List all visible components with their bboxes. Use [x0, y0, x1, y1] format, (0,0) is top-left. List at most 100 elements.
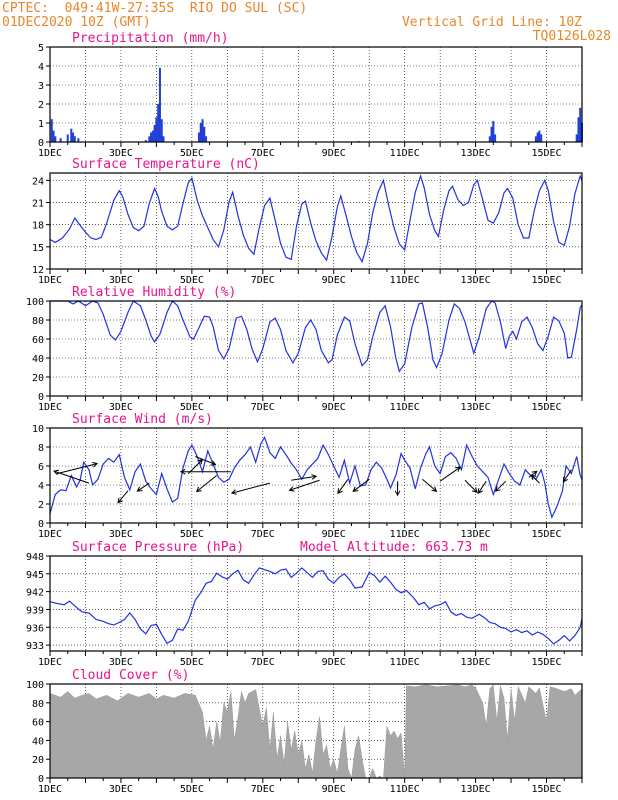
precip-bar — [534, 136, 537, 142]
cloud-area — [49, 684, 583, 779]
y-tick-label: 1 — [38, 119, 44, 130]
x-tick-label: 15DEC — [531, 275, 561, 286]
precip-bar — [54, 136, 57, 142]
run-datetime: 01DEC2020 10Z (GMT) — [2, 15, 151, 30]
y-tick-label: 2 — [38, 100, 44, 111]
precip-bar — [155, 117, 158, 142]
x-tick-label: 15DEC — [531, 148, 561, 159]
x-tick-label: 7DEC — [251, 148, 275, 159]
precip-bar — [59, 138, 62, 142]
model-code: TQ0126L028 — [532, 29, 611, 44]
x-tick-label: 1DEC — [38, 657, 62, 668]
y-tick-label: 20 — [32, 755, 44, 766]
y-tick-label: 12 — [32, 265, 44, 276]
x-tick-label: 7DEC — [251, 275, 275, 286]
y-tick-label: 60 — [32, 718, 44, 729]
precip-bar — [66, 134, 69, 142]
y-tick-label: 100 — [26, 680, 44, 691]
y-tick-label: 945 — [26, 570, 44, 581]
precip-bar — [160, 119, 163, 142]
wind-arrow-head — [394, 490, 401, 497]
precip-bar — [50, 119, 53, 142]
series-line — [49, 436, 583, 520]
precip-bar — [536, 132, 539, 142]
precip-bar — [151, 130, 154, 142]
panel-title: Cloud Cover (%) — [72, 668, 189, 683]
panel-5 — [46, 683, 583, 783]
x-tick-label: 15DEC — [531, 657, 561, 668]
x-tick-label: 13DEC — [461, 402, 491, 413]
wind-arrow — [137, 482, 150, 492]
wind-arrow-head — [562, 476, 569, 483]
wind-arrow — [495, 480, 507, 492]
x-tick-label: 7DEC — [251, 529, 275, 540]
wind-arrow — [531, 474, 540, 484]
wind-arrow — [439, 466, 461, 482]
precip-bar — [157, 104, 160, 142]
wind-arrow-head — [288, 486, 295, 492]
panel-1 — [46, 172, 583, 274]
grid-note: Vertical Grid Line: 10Z — [401, 15, 582, 30]
precip-bar — [148, 136, 151, 142]
precip-bar — [492, 121, 495, 142]
precip-bar — [197, 132, 200, 142]
y-tick-label: 948 — [26, 552, 44, 563]
precip-bar — [205, 136, 208, 142]
precip-bar — [162, 136, 165, 142]
x-tick-label: 1DEC — [38, 402, 62, 413]
precip-bar — [575, 134, 578, 142]
x-tick-label: 13DEC — [461, 657, 491, 668]
x-tick-label: 9DEC — [322, 784, 346, 795]
x-tick-label: 5DEC — [180, 148, 204, 159]
wind-arrow-head — [311, 474, 318, 480]
panel-title: Surface Temperature (nC) — [72, 157, 260, 172]
wind-arrow — [464, 479, 478, 493]
x-tick-label: 1DEC — [38, 784, 62, 795]
y-tick-label: 18 — [32, 221, 44, 232]
x-tick-label: 9DEC — [322, 275, 346, 286]
panel-4 — [46, 555, 583, 656]
x-tick-label: 15DEC — [531, 529, 561, 540]
y-tick-label: 20 — [32, 373, 44, 384]
y-tick-label: 8 — [38, 443, 44, 454]
y-tick-label: 24 — [32, 176, 44, 187]
x-tick-label: 7DEC — [251, 657, 275, 668]
y-tick-label: 933 — [26, 641, 44, 652]
x-tick-label: 3DEC — [109, 148, 133, 159]
wind-arrow — [337, 479, 349, 494]
x-tick-label: 13DEC — [461, 784, 491, 795]
station-title: CPTEC: 049:41W-27:35S RIO DO SUL (SC) — [2, 1, 308, 16]
x-tick-label: 3DEC — [109, 275, 133, 286]
y-tick-label: 2 — [38, 500, 44, 511]
wind-arrow — [422, 478, 437, 492]
precip-bar — [52, 130, 55, 142]
panel-frame — [49, 46, 583, 143]
wind-arrow-head — [455, 466, 461, 472]
x-tick-label: 5DEC — [180, 275, 204, 286]
y-tick-label: 80 — [32, 699, 44, 710]
wind-arrow-head — [477, 488, 483, 495]
precip-bar — [70, 128, 73, 142]
x-tick-label: 3DEC — [109, 529, 133, 540]
precip-bar — [73, 136, 76, 142]
precip-bar — [577, 117, 580, 142]
y-tick-label: 0 — [38, 138, 44, 149]
wind-arrow — [477, 480, 487, 494]
wind-arrow — [289, 479, 320, 491]
x-tick-label: 15DEC — [531, 402, 561, 413]
precip-bar — [494, 134, 497, 142]
y-tick-label: 60 — [32, 335, 44, 346]
x-tick-label: 5DEC — [180, 529, 204, 540]
x-tick-label: 11DEC — [390, 657, 420, 668]
wind-arrow — [352, 478, 370, 492]
x-tick-label: 9DEC — [322, 148, 346, 159]
wind-arrow-head — [92, 461, 99, 468]
series-line — [50, 300, 583, 373]
y-tick-label: 6 — [38, 462, 44, 473]
y-tick-label: 21 — [32, 199, 44, 210]
wind-arrow-head — [53, 469, 60, 476]
x-tick-label: 13DEC — [461, 529, 491, 540]
x-tick-label: 7DEC — [251, 784, 275, 795]
panel-title: Precipitation (mm/h) — [72, 31, 229, 46]
